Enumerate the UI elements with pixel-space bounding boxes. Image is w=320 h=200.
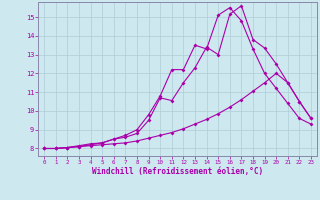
- X-axis label: Windchill (Refroidissement éolien,°C): Windchill (Refroidissement éolien,°C): [92, 167, 263, 176]
